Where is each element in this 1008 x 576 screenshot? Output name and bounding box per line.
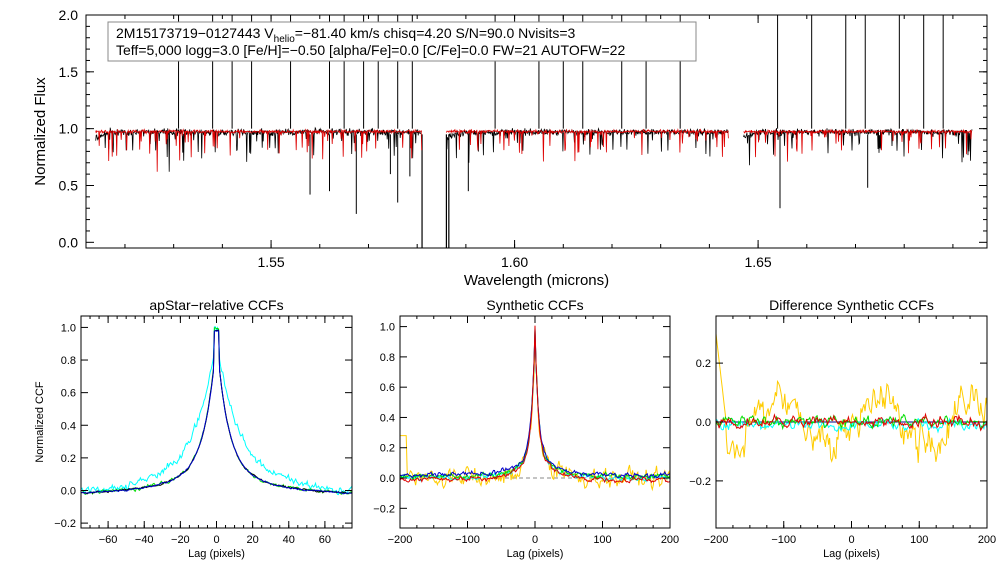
x-tick-label: 1.65 — [744, 254, 771, 270]
x-tick-label: −200 — [388, 534, 413, 546]
apstar_ccf-panel: −60 −40 −20 0 20 40 60 −0.2 0.0 0.2 0.4 0.6 0.8 1.0 ap… — [34, 297, 353, 560]
header-subscript: helio — [274, 34, 296, 45]
y-tick-label: 0.0 — [61, 485, 76, 497]
x-tick-label: −200 — [704, 534, 729, 546]
x-tick-label: 40 — [283, 534, 295, 546]
y-tick-label: 1.0 — [380, 322, 395, 334]
y-tick-label: −0.2 — [54, 518, 76, 530]
x-tick-label: 200 — [978, 534, 996, 546]
spectrum-observed-line — [743, 127, 973, 166]
x-tick-label: −20 — [171, 534, 190, 546]
synthetic_ccf-series-combined — [400, 325, 670, 484]
apstar_ccf-frame — [80, 315, 353, 529]
x-tick-label: −100 — [771, 534, 796, 546]
spectrum-observed-line — [95, 126, 422, 172]
x-axis-label: Wavelength (microns) — [464, 272, 609, 289]
y-tick-label: 0.2 — [696, 358, 711, 370]
y-tick-label: 1.5 — [59, 64, 79, 80]
x-tick-label: 1.55 — [257, 254, 284, 270]
difference_ccf-title: Difference Synthetic CCFs — [769, 297, 934, 313]
x-tick-label: 0 — [848, 534, 854, 546]
y-tick-label: −0.2 — [373, 503, 395, 515]
spectrum-model-line — [446, 128, 729, 162]
x-tick-label: 60 — [319, 534, 331, 546]
apstar_ccf-series-combined — [81, 329, 352, 495]
synthetic_ccf-title: Synthetic CCFs — [486, 297, 583, 313]
y-tick-label: 2.0 — [59, 7, 79, 23]
difference_ccf-series-template — [716, 333, 987, 463]
y-tick-label: 0.0 — [59, 234, 79, 250]
apstar_ccf-title: apStar−relative CCFs — [149, 297, 283, 313]
y-tick-label: 0.0 — [696, 417, 711, 429]
y-tick-label: 0.2 — [61, 453, 76, 465]
spectrum-frame — [85, 14, 988, 249]
header-box — [107, 21, 697, 62]
difference_ccf-x-axis-label: Lag (pixels) — [823, 548, 880, 560]
difference_ccf-series-visit-1 — [716, 417, 987, 434]
apstar_ccf-series-visit-1 — [81, 326, 352, 496]
y-tick-label: 1.0 — [61, 322, 76, 334]
apstar_ccf-x-axis-label: Lag (pixels) — [188, 548, 245, 560]
header-star-id: 2M15173719−0127443 V — [116, 25, 274, 41]
x-tick-label: 1.60 — [501, 254, 528, 270]
x-tick-label: 0 — [213, 534, 219, 546]
spectrum-panel: 1.55 1.60 1.65 0.0 0.5 1.0 1.5 2.0 Wavelength (m… — [32, 7, 988, 289]
difference_ccf-plot-area — [716, 333, 987, 463]
header-line-2: Teff=5,000 logg=3.0 [Fe/H]=−0.50 [alpha/… — [116, 42, 625, 58]
x-tick-label: 100 — [910, 534, 928, 546]
spectrum-observed-line — [446, 127, 729, 163]
y-tick-label: 0.0 — [380, 473, 395, 485]
y-tick-label: 0.8 — [380, 352, 395, 364]
y-tick-label: 0.2 — [380, 443, 395, 455]
apstar_ccf-series-visit-3 — [81, 330, 352, 495]
apstar_ccf-series-visit-2 — [81, 327, 352, 496]
y-tick-label: 0.4 — [61, 420, 76, 432]
y-tick-label: 0.6 — [61, 388, 76, 400]
header-line-1: 2M15173719−0127443 Vhelio=−81.40 km/s ch… — [116, 25, 576, 45]
difference_ccf-series-combined — [716, 412, 987, 432]
x-tick-label: −40 — [135, 534, 154, 546]
spectrum-model-line — [95, 128, 423, 172]
y-tick-label: −0.2 — [689, 476, 711, 488]
y-tick-label: 0.5 — [59, 177, 79, 193]
y-tick-label: 0.4 — [380, 412, 395, 424]
synthetic_ccf-series-template — [400, 339, 670, 492]
header-stats: =−81.40 km/s chisq=4.20 S/N=90.0 Nvisits… — [295, 25, 576, 41]
y-tick-label: 1.0 — [59, 121, 79, 137]
x-tick-label: 20 — [247, 534, 259, 546]
y-axis-label: Normalized Flux — [32, 77, 49, 186]
apstar_ccf-plot-area — [81, 326, 352, 496]
difference_ccf-panel: −200 −100 0 100 200 −0.2 0.0 0.2 Difference Synt… — [689, 297, 996, 560]
x-tick-label: 200 — [661, 534, 679, 546]
x-tick-label: −60 — [99, 534, 118, 546]
y-tick-label: 0.8 — [61, 355, 76, 367]
apstar_ccf-y-axis-label: Normalized CCF — [34, 381, 46, 463]
y-tick-label: 0.6 — [380, 382, 395, 394]
x-tick-label: 100 — [593, 534, 611, 546]
synthetic_ccf-x-axis-label: Lag (pixels) — [507, 548, 564, 560]
x-tick-label: 0 — [532, 534, 538, 546]
x-tick-label: −100 — [455, 534, 480, 546]
synthetic_ccf-panel: −200 −100 0 100 200 −0.2 0.0 0.2 0.4 0.6 0.8 1.0 Syn… — [373, 297, 679, 560]
spectrum-model-line — [743, 128, 973, 162]
synthetic_ccf-plot-area — [400, 325, 670, 492]
